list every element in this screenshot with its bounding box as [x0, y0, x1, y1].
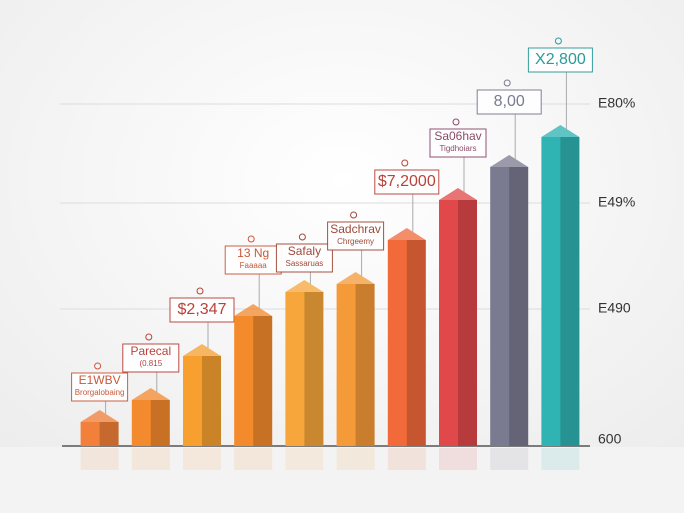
callout-pin — [554, 37, 562, 45]
bar-shade — [406, 240, 426, 446]
callout-pin — [94, 362, 102, 370]
bar — [541, 137, 580, 446]
callout-pin — [350, 211, 358, 219]
bar-reflection — [80, 448, 119, 470]
bar-label: 8,00 — [494, 93, 525, 110]
bar-label: Faaaaa — [240, 261, 268, 270]
bar-reflection — [490, 448, 529, 470]
callout-pin — [247, 235, 255, 243]
bar — [183, 356, 221, 446]
bar-label: X2,800 — [535, 51, 586, 68]
bar-cap — [285, 280, 324, 292]
callout-box — [169, 297, 235, 323]
bar-label: Sa06hav — [434, 129, 481, 143]
bar-label: Safaly — [288, 244, 321, 258]
callout-pin — [503, 79, 511, 87]
bar-shade — [355, 284, 375, 446]
bar-label: $7,2000 — [378, 173, 436, 190]
bar — [490, 167, 529, 446]
bar-cap — [490, 155, 529, 167]
bar-shade — [150, 400, 170, 446]
bar — [234, 316, 273, 446]
bar-label: Chrgeemy — [337, 237, 374, 246]
bar — [80, 422, 119, 446]
bar-label: $2,347 — [178, 301, 227, 318]
y-tick-label: 600 — [598, 431, 622, 447]
bar-cap — [183, 344, 221, 356]
callout-box — [224, 245, 282, 275]
bar-label: Parecal — [130, 344, 171, 358]
bar-reflection — [234, 448, 273, 470]
bar — [387, 240, 426, 446]
callout-box — [476, 89, 542, 115]
callout-box — [327, 221, 385, 251]
bar-shade — [99, 422, 119, 446]
bar-label: 13 Ng — [237, 246, 269, 260]
callout-box — [71, 372, 129, 402]
bar-reflection — [387, 448, 426, 470]
bar-shade — [509, 167, 529, 446]
callout-pin — [452, 118, 460, 126]
y-tick-label: E80% — [598, 95, 635, 111]
y-tick-label: E490 — [598, 300, 631, 316]
bar-cap — [80, 410, 119, 422]
y-tick-label: E49% — [598, 194, 635, 210]
callout-pin — [401, 159, 409, 167]
bar-shade — [202, 356, 221, 446]
callout-box — [527, 47, 593, 73]
floor — [0, 447, 684, 513]
callout-box — [275, 243, 333, 273]
callout-box — [122, 343, 180, 373]
bar-reflection — [183, 448, 221, 470]
bar-shade — [304, 292, 324, 446]
callout-box — [429, 128, 487, 158]
callout-pin — [145, 333, 153, 341]
bar-cap — [234, 304, 273, 316]
bar-label: Sassaruas — [286, 259, 324, 268]
bar-shade — [560, 137, 580, 446]
callout-pin — [196, 287, 204, 295]
bar-reflection — [131, 448, 170, 470]
bar-cap — [131, 388, 170, 400]
bar-cap — [541, 125, 580, 137]
bar-reflection — [439, 448, 477, 470]
bar — [336, 284, 375, 446]
bar-cap — [439, 188, 477, 200]
bar-label: Sadchrav — [330, 222, 381, 236]
bar-label: E1WBV — [79, 373, 121, 387]
bar-reflection — [336, 448, 375, 470]
bar — [439, 200, 477, 446]
callout-pin — [298, 233, 306, 241]
bar — [285, 292, 324, 446]
bar-reflection — [541, 448, 580, 470]
bar-shade — [253, 316, 273, 446]
bar-label: Tigdhoiars — [439, 144, 476, 153]
bar-cap — [336, 272, 375, 284]
bar-cap — [387, 228, 426, 240]
bar-label: Brorgalobaing — [75, 388, 125, 397]
bar-reflection — [285, 448, 324, 470]
bar — [131, 400, 170, 446]
callout-box — [374, 169, 440, 195]
bar-shade — [458, 200, 477, 446]
bar-label: (0.815 — [139, 359, 162, 368]
